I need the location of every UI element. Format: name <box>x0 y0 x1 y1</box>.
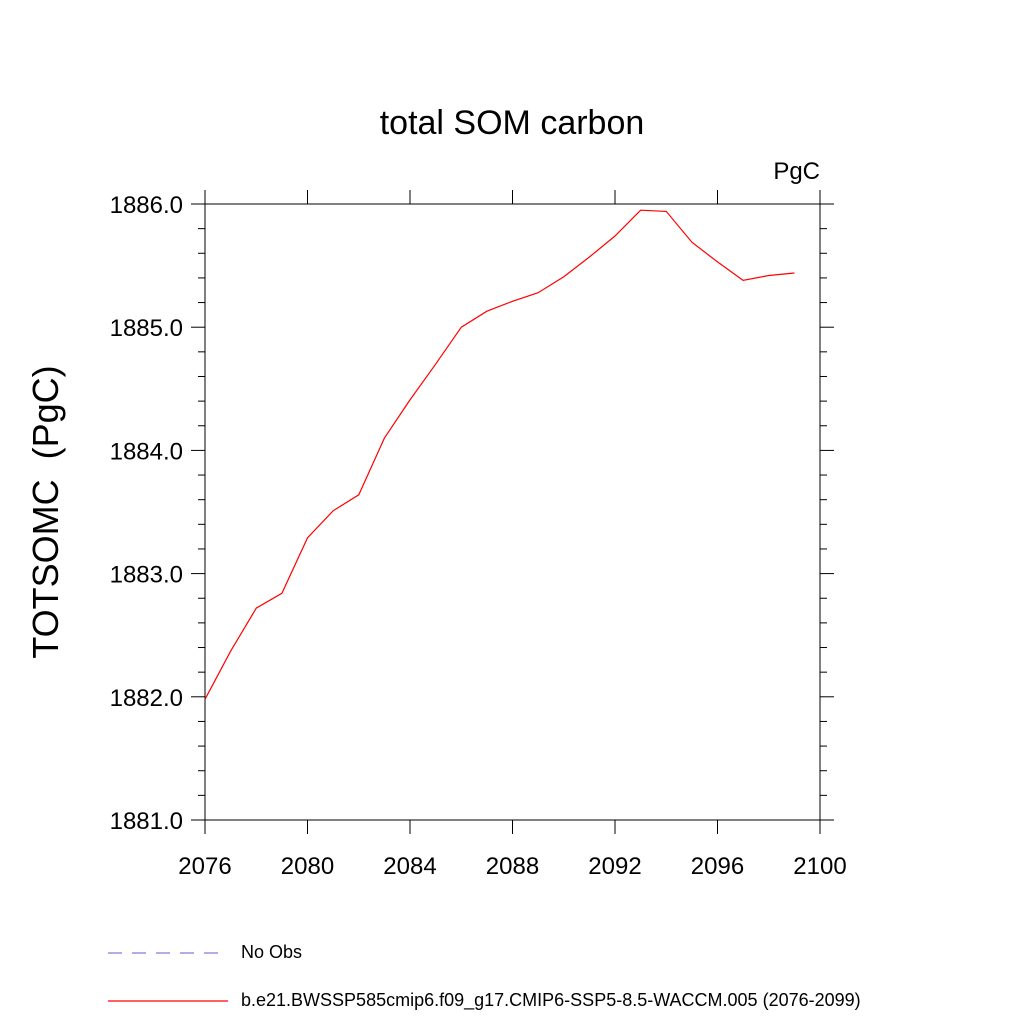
x-tick-label: 2088 <box>486 853 539 880</box>
y-tick-label: 1881.0 <box>110 808 183 835</box>
x-tick-label: 2076 <box>178 853 231 880</box>
y-axis-label: TOTSOMC (PgC) <box>25 365 66 659</box>
x-tick-label: 2096 <box>691 853 744 880</box>
x-tick-label: 2084 <box>383 853 436 880</box>
x-tick-label: 2080 <box>281 853 334 880</box>
units-label: PgC <box>773 158 820 185</box>
y-tick-label: 1885.0 <box>110 315 183 342</box>
y-tick-label: 1882.0 <box>110 685 183 712</box>
y-tick-label: 1886.0 <box>110 192 183 219</box>
x-tick-label: 2100 <box>793 853 846 880</box>
legend-label-no-obs: No Obs <box>241 942 303 962</box>
chart-title: total SOM carbon <box>379 104 645 142</box>
y-tick-label: 1883.0 <box>110 562 183 589</box>
y-tick-label: 1884.0 <box>110 438 183 465</box>
plot-frame <box>204 203 821 821</box>
legend-label-model-run: b.e21.BWSSP585cmip6.f09_g17.CMIP6-SSP5-8… <box>241 990 861 1010</box>
x-tick-label: 2092 <box>588 853 641 880</box>
series-line-model-run <box>204 209 795 700</box>
